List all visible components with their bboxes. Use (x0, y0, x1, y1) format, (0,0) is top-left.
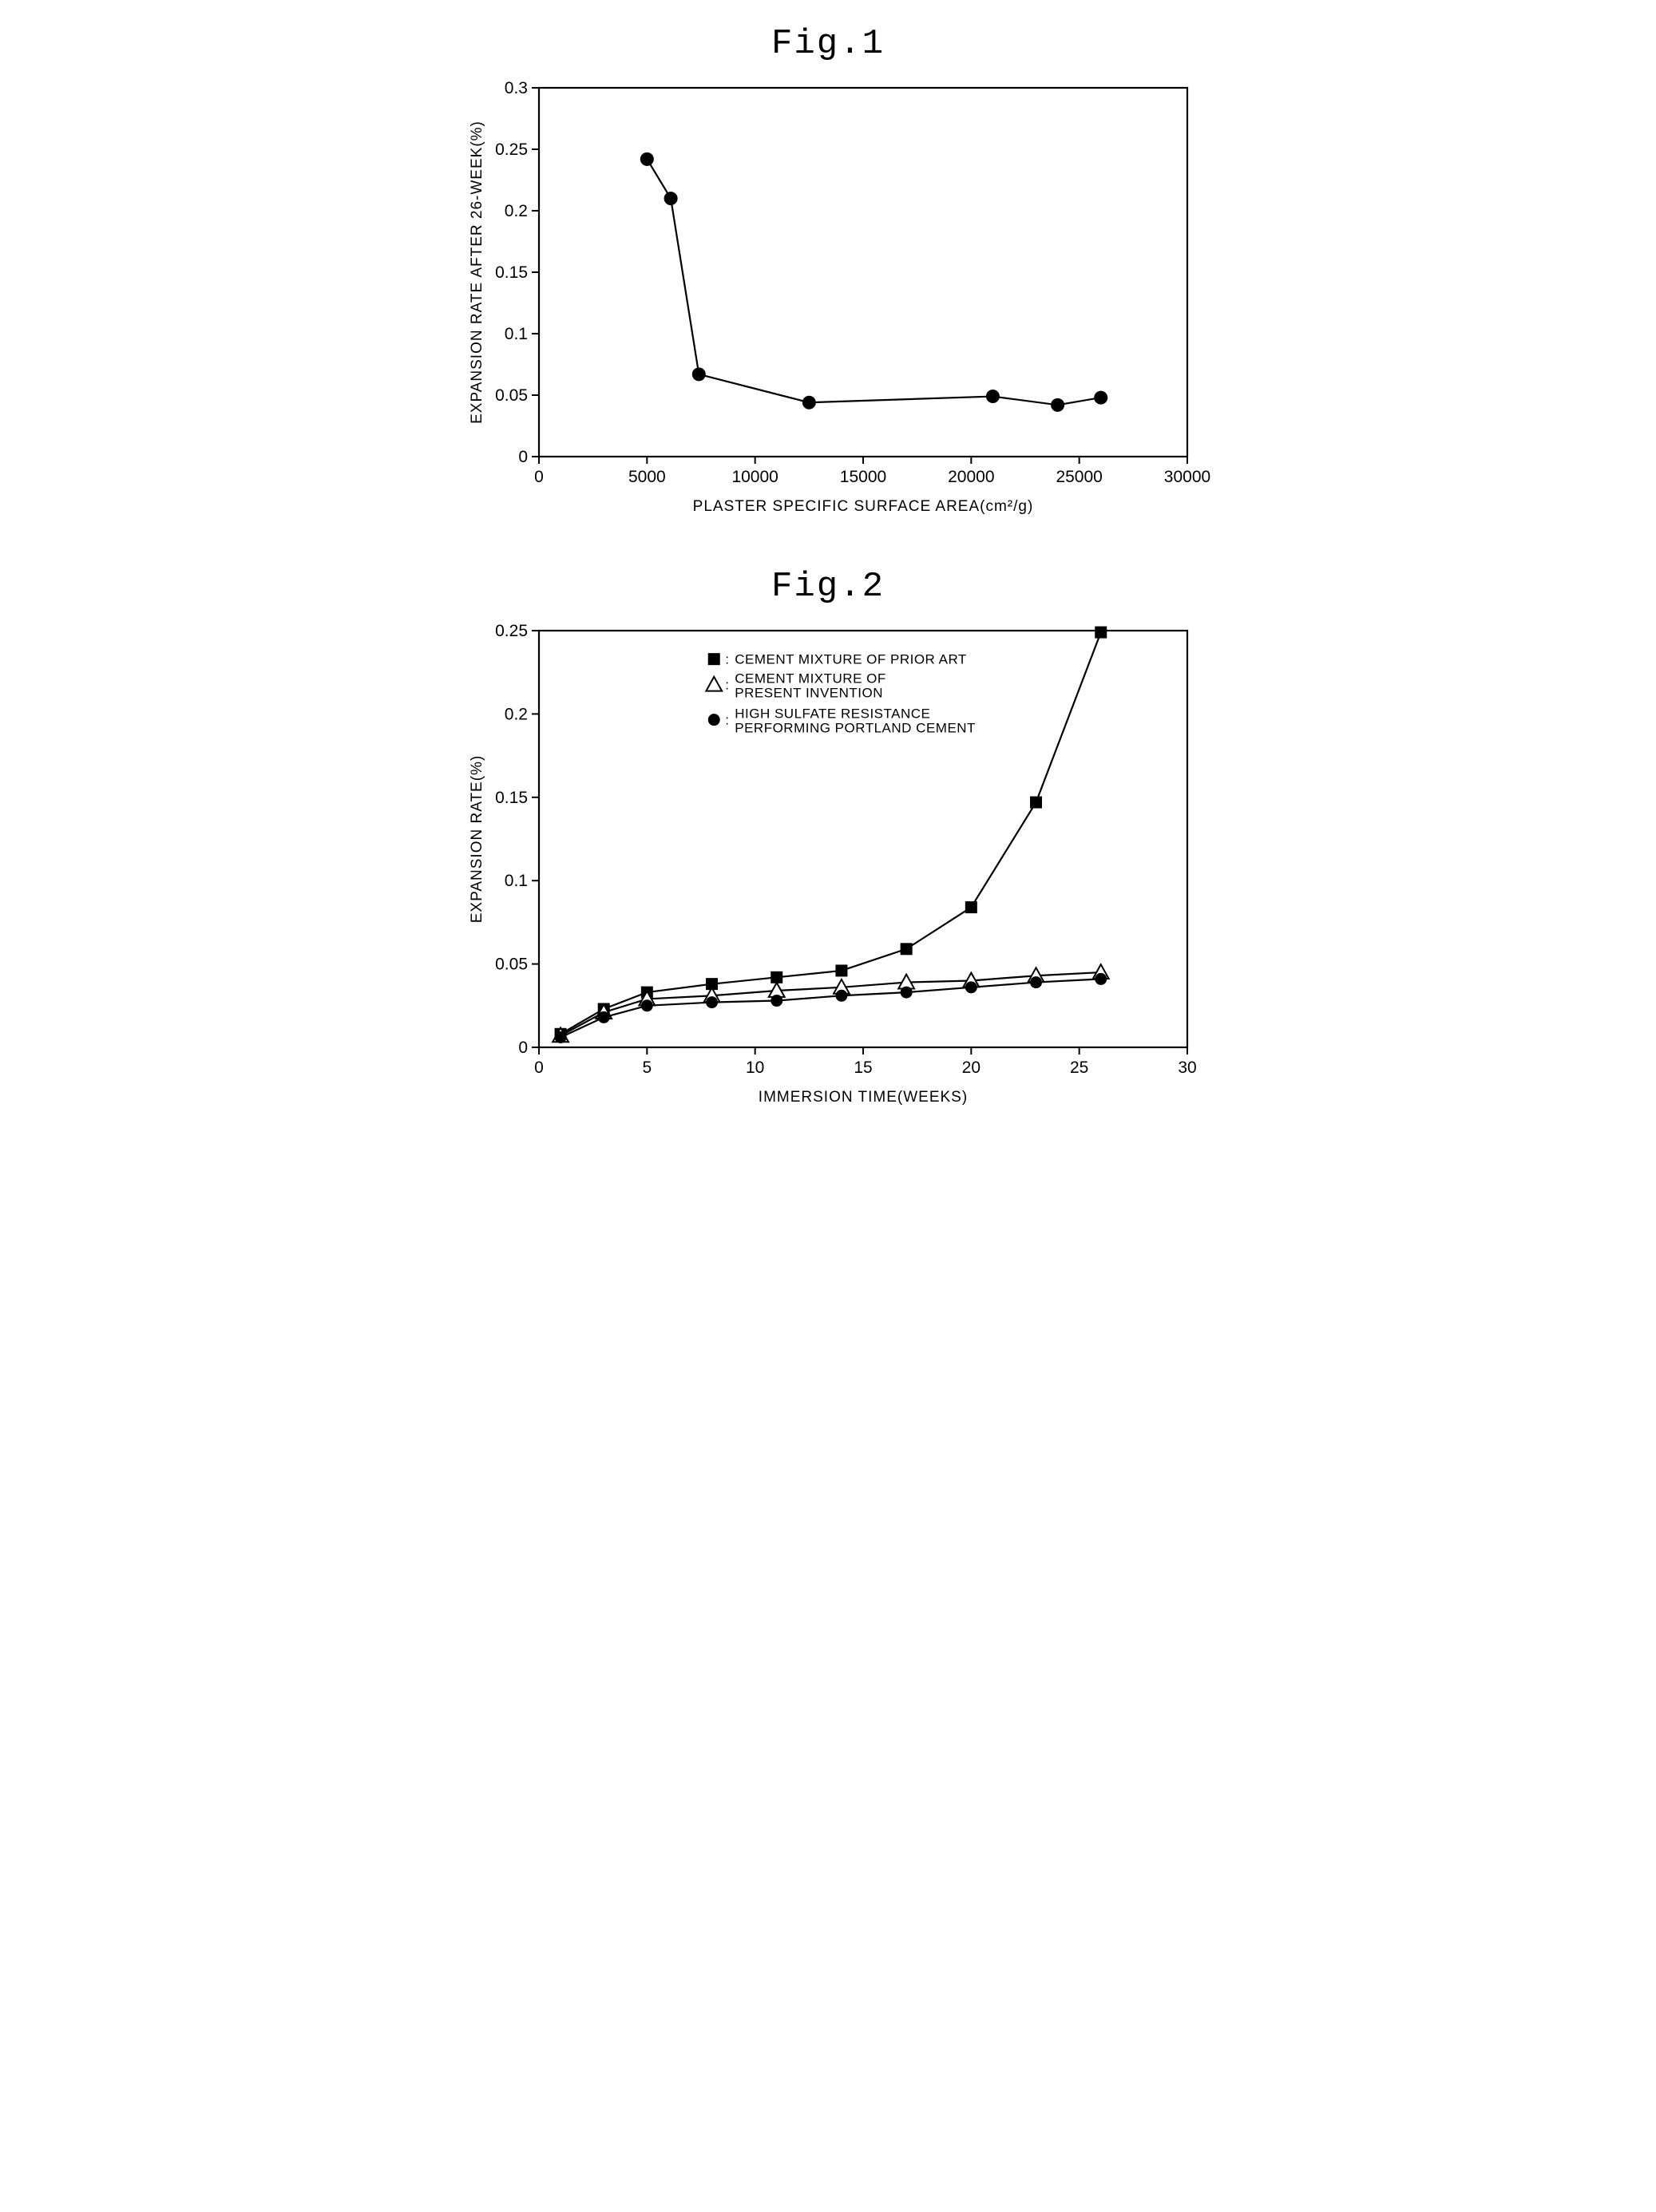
svg-text::: : (725, 713, 729, 728)
svg-text:0: 0 (534, 1059, 544, 1077)
svg-text:PERFORMING PORTLAND CEMENT: PERFORMING PORTLAND CEMENT (735, 721, 976, 736)
svg-text:5000: 5000 (628, 468, 666, 486)
svg-text:PRESENT INVENTION: PRESENT INVENTION (735, 686, 883, 701)
svg-text:10000: 10000 (731, 468, 778, 486)
svg-text:15: 15 (854, 1059, 872, 1077)
fig2-title: Fig.2 (429, 567, 1227, 607)
svg-text:0: 0 (518, 448, 528, 466)
svg-text:CEMENT MIXTURE OF PRIOR ART: CEMENT MIXTURE OF PRIOR ART (735, 652, 967, 667)
svg-text:20000: 20000 (948, 468, 994, 486)
svg-text:5: 5 (642, 1059, 652, 1077)
svg-text:0: 0 (518, 1039, 528, 1057)
fig2-chart: 0 5 10 15 20 25 30 0 0.05 0.1 0.15 0.2 0.25 IMMERSION… (445, 615, 1211, 1110)
svg-text:PLASTER SPECIFIC SURFACE AREA(: PLASTER SPECIFIC SURFACE AREA(cm²/g) (693, 498, 1034, 515)
svg-text:0.25: 0.25 (495, 140, 528, 159)
svg-text:0.1: 0.1 (505, 325, 528, 343)
figure-2: Fig.2 0 5 10 15 20 25 30 0 0.05 0.1 0.15 0.2 0.25 IMM… (429, 567, 1227, 1110)
svg-text:0.05: 0.05 (495, 386, 528, 405)
svg-text:25000: 25000 (1056, 468, 1102, 486)
svg-text:20: 20 (962, 1059, 981, 1077)
svg-text::: : (725, 678, 729, 693)
svg-text:HIGH SULFATE RESISTANCE: HIGH SULFATE RESISTANCE (735, 706, 930, 722)
svg-text:0.3: 0.3 (505, 79, 528, 97)
svg-text:0: 0 (534, 468, 544, 486)
fig1-chart: 0 5000 10000 15000 20000 25000 30000 0 0.05 0.1 0.… (445, 72, 1211, 519)
svg-text::: : (725, 652, 729, 667)
svg-text:0.15: 0.15 (495, 789, 528, 807)
svg-text:0.15: 0.15 (495, 263, 528, 282)
svg-text:25: 25 (1070, 1059, 1088, 1077)
fig1-title: Fig.1 (429, 24, 1227, 64)
svg-text:0.1: 0.1 (505, 872, 528, 890)
svg-text:0.2: 0.2 (505, 705, 528, 723)
svg-text:0.25: 0.25 (495, 622, 528, 640)
svg-text:CEMENT MIXTURE OF: CEMENT MIXTURE OF (735, 671, 886, 687)
svg-text:EXPANSION RATE(%): EXPANSION RATE(%) (469, 755, 485, 924)
svg-text:30: 30 (1178, 1059, 1196, 1077)
svg-text:0.05: 0.05 (495, 956, 528, 974)
svg-text:30000: 30000 (1164, 468, 1210, 486)
svg-text:IMMERSION TIME(WEEKS): IMMERSION TIME(WEEKS) (759, 1089, 968, 1106)
svg-text:10: 10 (746, 1059, 764, 1077)
svg-text:15000: 15000 (840, 468, 886, 486)
figure-1: Fig.1 0 5000 10000 15000 20000 25000 30000 0 0.0… (429, 24, 1227, 519)
svg-text:EXPANSION RATE AFTER 26-WEEK(%: EXPANSION RATE AFTER 26-WEEK(%) (469, 121, 485, 424)
svg-text:0.2: 0.2 (505, 202, 528, 220)
